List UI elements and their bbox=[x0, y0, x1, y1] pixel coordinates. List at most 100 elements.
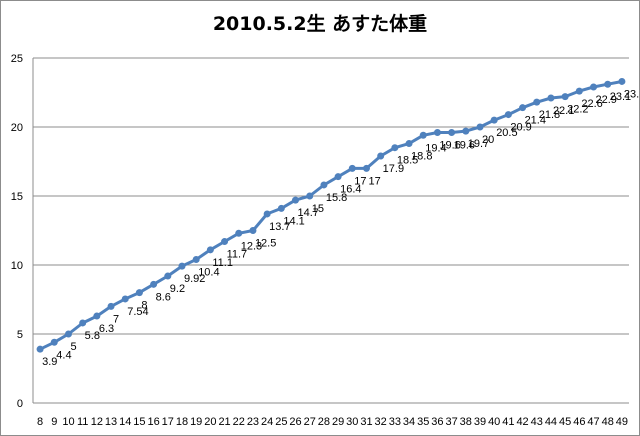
y-tick-label: 10 bbox=[11, 260, 23, 272]
data-point bbox=[178, 262, 186, 270]
data-point bbox=[263, 210, 271, 218]
x-tick-label: 28 bbox=[318, 416, 330, 428]
x-tick-label: 46 bbox=[573, 416, 585, 428]
data-label: 19.4 bbox=[425, 142, 446, 154]
data-point bbox=[604, 80, 612, 88]
data-label: 18.5 bbox=[397, 155, 418, 167]
x-tick-label: 37 bbox=[445, 416, 457, 428]
x-tick-label: 8 bbox=[37, 416, 43, 428]
data-point bbox=[334, 173, 342, 181]
y-tick-label: 15 bbox=[11, 191, 23, 203]
x-tick-label: 18 bbox=[176, 416, 188, 428]
x-tick-label: 16 bbox=[147, 416, 159, 428]
data-label: 19.7 bbox=[468, 138, 489, 150]
data-point bbox=[292, 196, 300, 204]
data-labels: 3.94.45 5.86.37 7.548 8.69.29.9210.411.111.… bbox=[42, 88, 639, 368]
data-label: 16.4 bbox=[340, 184, 361, 196]
data-point bbox=[519, 104, 527, 112]
data-label: 12.5 bbox=[255, 238, 276, 250]
x-tick-label: 47 bbox=[587, 416, 599, 428]
data-label: 17 bbox=[354, 175, 366, 187]
data-label: 14.7 bbox=[298, 207, 319, 219]
data-label: 23.3 bbox=[624, 88, 639, 100]
data-point bbox=[277, 204, 285, 212]
x-tick-label: 31 bbox=[360, 416, 372, 428]
data-point bbox=[107, 302, 115, 310]
data-point bbox=[561, 93, 569, 101]
x-tick-label: 21 bbox=[218, 416, 230, 428]
data-label: 8 bbox=[141, 300, 147, 312]
x-tick-label: 20 bbox=[204, 416, 216, 428]
data-label: 9.2 bbox=[170, 283, 185, 295]
data-point bbox=[150, 280, 158, 288]
x-tick-label: 13 bbox=[105, 416, 117, 428]
data-label: 6.3 bbox=[99, 323, 114, 335]
x-tick-label: 44 bbox=[545, 416, 557, 428]
x-tick-label: 10 bbox=[62, 416, 74, 428]
data-label: 21.4 bbox=[525, 115, 546, 127]
x-tick-label: 22 bbox=[233, 416, 245, 428]
data-point bbox=[490, 116, 498, 124]
data-point bbox=[249, 227, 257, 234]
data-label: 22.2 bbox=[567, 104, 588, 116]
x-tick-label: 45 bbox=[559, 416, 571, 428]
gridlines bbox=[33, 57, 629, 335]
data-point bbox=[618, 77, 626, 85]
x-tick-label: 43 bbox=[531, 416, 543, 428]
data-label: 20 bbox=[482, 134, 494, 146]
data-point bbox=[235, 229, 243, 237]
y-tick-label: 0 bbox=[17, 398, 23, 410]
data-point bbox=[50, 338, 58, 346]
x-tick-label: 30 bbox=[346, 416, 358, 428]
data-label: 20.5 bbox=[496, 127, 517, 139]
data-label: 22.9 bbox=[596, 94, 617, 106]
data-point bbox=[433, 129, 441, 137]
data-label: 18.8 bbox=[411, 151, 432, 163]
data-label: 19.6 bbox=[454, 140, 475, 152]
x-tick-label: 33 bbox=[389, 416, 401, 428]
x-tick-label: 36 bbox=[431, 416, 443, 428]
data-point bbox=[575, 87, 583, 95]
x-tick-label: 42 bbox=[516, 416, 528, 428]
data-label: 7 bbox=[113, 313, 119, 325]
data-label: 11.7 bbox=[227, 249, 248, 261]
x-tick-label: 12 bbox=[91, 416, 103, 428]
data-label: 17.9 bbox=[383, 163, 404, 175]
data-label: 7.54 bbox=[127, 306, 148, 318]
x-tick-label: 41 bbox=[502, 416, 514, 428]
x-tick-label: 11 bbox=[77, 416, 88, 428]
data-label: 10.4 bbox=[198, 266, 219, 278]
data-label: 22.1 bbox=[553, 105, 574, 117]
data-point bbox=[206, 246, 214, 254]
x-tick-label: 27 bbox=[304, 416, 316, 428]
data-point bbox=[462, 127, 470, 135]
data-point bbox=[135, 289, 143, 297]
data-label: 12.3 bbox=[241, 240, 262, 252]
x-tick-label: 26 bbox=[289, 416, 301, 428]
x-tick-label: 39 bbox=[474, 416, 486, 428]
data-label: 21.8 bbox=[539, 109, 560, 121]
x-tick-label: 34 bbox=[403, 416, 415, 428]
x-tick-label: 14 bbox=[119, 416, 131, 428]
data-point bbox=[405, 140, 413, 148]
x-tick-label: 38 bbox=[460, 416, 472, 428]
data-point bbox=[306, 192, 314, 200]
x-tick-label: 49 bbox=[616, 416, 628, 428]
data-label: 20.9 bbox=[510, 122, 531, 134]
data-label: 23.1 bbox=[610, 91, 631, 103]
data-label: 9.92 bbox=[184, 273, 205, 285]
data-point bbox=[36, 345, 44, 353]
data-point bbox=[547, 94, 555, 102]
data-label: 17 bbox=[368, 175, 380, 187]
x-tick-label: 9 bbox=[51, 416, 57, 428]
data-point bbox=[391, 144, 399, 152]
y-tick-label: 5 bbox=[17, 329, 23, 341]
data-point bbox=[221, 238, 229, 246]
data-point bbox=[121, 295, 129, 303]
data-point bbox=[79, 319, 87, 327]
data-point bbox=[476, 123, 484, 131]
x-tick-label: 17 bbox=[162, 416, 174, 428]
x-tick-label: 23 bbox=[247, 416, 259, 428]
